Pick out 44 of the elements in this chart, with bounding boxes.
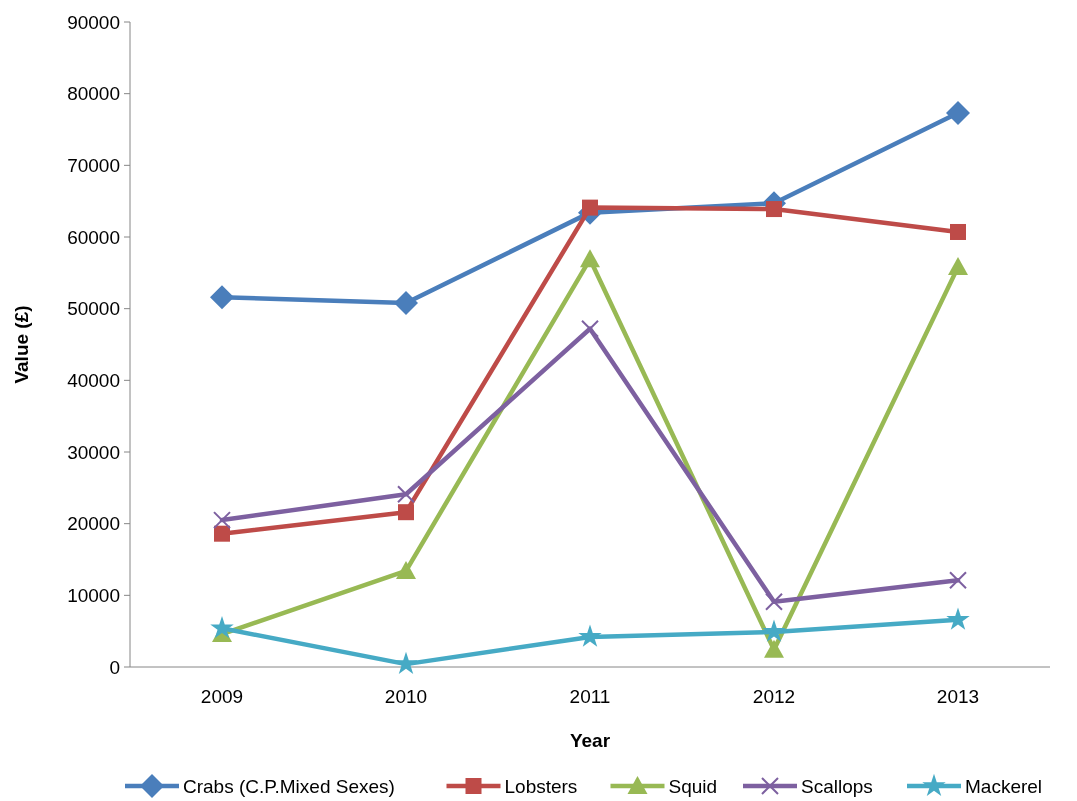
x-tick-label: 2009	[200, 686, 244, 707]
y-tick-label: 70000	[67, 154, 120, 176]
legend-label: Scallops	[801, 775, 873, 797]
y-tick-label: 60000	[67, 226, 120, 248]
point	[210, 615, 234, 639]
point	[398, 504, 414, 521]
point	[578, 624, 602, 647]
point	[764, 639, 784, 658]
legend-label: Lobsters	[504, 775, 578, 797]
point	[766, 201, 782, 218]
point	[949, 571, 967, 590]
y-tick-label: 0	[109, 656, 120, 678]
y-tick-label: 20000	[67, 513, 120, 535]
point	[581, 319, 599, 338]
point	[394, 290, 418, 315]
y-axis-title: Value (£)	[11, 305, 32, 384]
point	[396, 560, 416, 579]
point	[397, 485, 415, 504]
x-tick-label: 2013	[936, 686, 980, 707]
point	[765, 592, 783, 611]
legend-label: Squid	[668, 775, 718, 797]
y-tick-label: 10000	[67, 584, 120, 606]
point	[946, 101, 970, 126]
point	[950, 223, 966, 240]
x-tick-label: 2011	[569, 686, 611, 707]
legend-label: Mackerel	[965, 775, 1043, 797]
legend-label: Crabs (C.P.Mixed Sexes)	[183, 775, 395, 797]
point	[762, 619, 786, 642]
x-tick-label: 2012	[752, 686, 796, 707]
point	[946, 607, 970, 630]
point	[582, 199, 598, 216]
point	[214, 525, 230, 542]
point	[580, 249, 600, 268]
y-tick-label: 40000	[67, 369, 120, 391]
y-tick-label: 90000	[67, 11, 120, 33]
y-tick-label: 30000	[67, 441, 120, 463]
point	[213, 511, 231, 530]
x-tick-label: 2010	[384, 686, 428, 707]
x-axis-title: Year	[569, 730, 611, 751]
y-tick-label: 80000	[67, 83, 120, 105]
y-tick-label: 50000	[67, 298, 120, 320]
point	[394, 651, 418, 675]
point	[210, 285, 234, 310]
point	[948, 257, 968, 276]
